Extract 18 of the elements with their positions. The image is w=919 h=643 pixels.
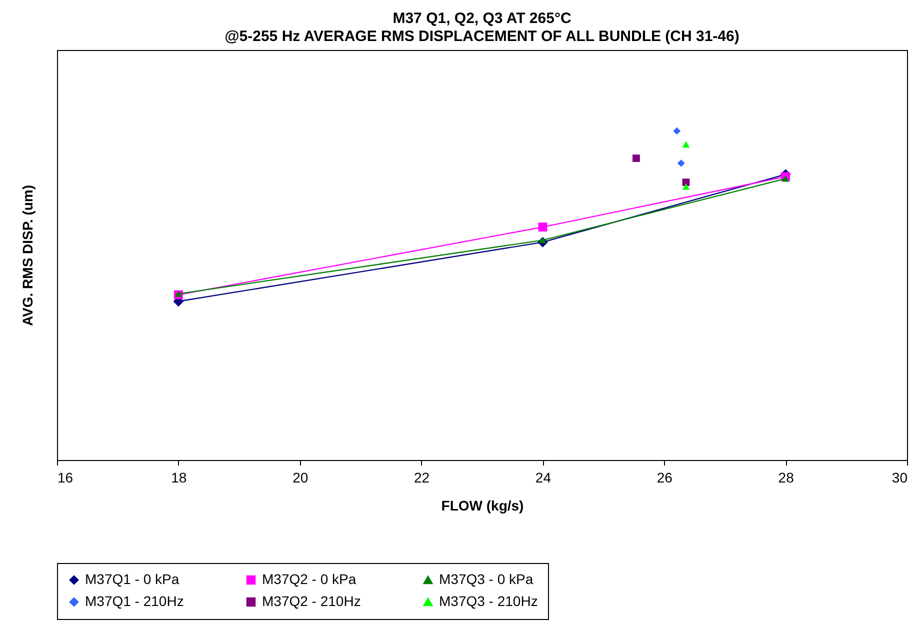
- legend-label: M37Q2 - 210Hz: [262, 593, 361, 609]
- x-tick-label: 18: [171, 470, 187, 486]
- legend-label: M37Q1 - 210Hz: [85, 593, 184, 609]
- x-tick-label: 26: [656, 470, 673, 486]
- x-tick-label: 22: [414, 470, 430, 486]
- chart-title: M37 Q1, Q2, Q3 AT 265°C: [392, 10, 572, 27]
- x-tick-label: 16: [58, 470, 74, 486]
- y-axis-title: AVG. RMS DISP. (um): [20, 184, 36, 326]
- legend-label: M37Q3 - 0 kPa: [439, 571, 534, 587]
- chart-subtitle: @5-255 Hz AVERAGE RMS DISPLACEMENT OF ALL BUNDLE (CH 31-46): [224, 28, 740, 45]
- legend-label: M37Q1 - 0 kPa: [85, 571, 180, 587]
- x-axis-title: FLOW (kg/s): [441, 498, 524, 514]
- x-tick-label: 24: [535, 470, 552, 486]
- x-tick-label: 28: [778, 470, 794, 486]
- x-tick-label: 20: [292, 470, 308, 486]
- x-tick-label: 30: [892, 470, 908, 486]
- legend-label: M37Q3 - 210Hz: [439, 593, 538, 609]
- legend-label: M37Q2 - 0 kPa: [262, 571, 356, 587]
